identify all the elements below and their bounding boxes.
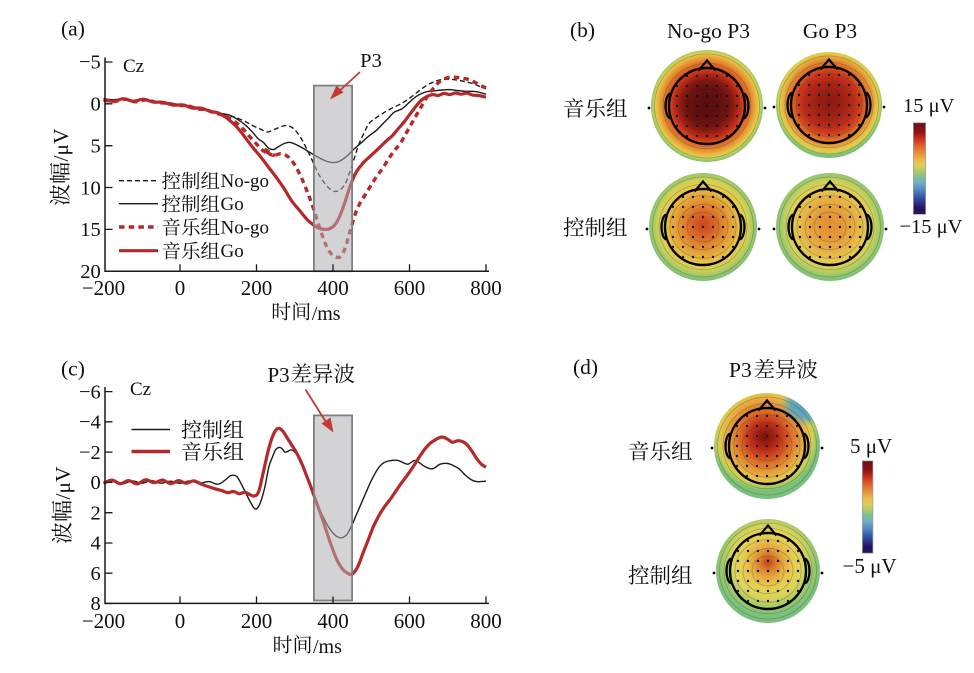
svg-text:8: 8	[91, 593, 101, 615]
svg-text:600: 600	[394, 609, 426, 633]
svg-text:600: 600	[394, 276, 426, 300]
svg-text:P3: P3	[268, 363, 290, 387]
svg-text:5 μV: 5 μV	[850, 434, 892, 458]
svg-text:0: 0	[175, 276, 186, 300]
svg-text:Go: Go	[221, 194, 244, 215]
svg-text:−5 μV: −5 μV	[843, 554, 897, 578]
svg-text:20: 20	[80, 261, 101, 283]
svg-text:−4: −4	[79, 412, 101, 434]
svg-text:15 μV: 15 μV	[903, 95, 955, 117]
svg-text:Go: Go	[221, 241, 244, 262]
svg-text:0: 0	[91, 472, 101, 494]
svg-text:No-go: No-go	[221, 171, 270, 192]
svg-text:Go P3: Go P3	[803, 19, 857, 43]
svg-text:(d): (d)	[573, 355, 598, 379]
svg-text:Cz: Cz	[123, 56, 144, 77]
svg-text:6: 6	[91, 563, 101, 585]
svg-text:10: 10	[80, 177, 101, 199]
svg-text:−200: −200	[82, 609, 125, 633]
svg-text:−200: −200	[82, 276, 125, 300]
svg-text:−6: −6	[79, 381, 101, 403]
svg-text:(b): (b)	[570, 18, 595, 42]
svg-text:200: 200	[241, 609, 273, 633]
svg-text:800: 800	[470, 609, 502, 633]
svg-text:(c): (c)	[61, 357, 85, 381]
svg-text:No-go: No-go	[221, 218, 270, 239]
svg-text:No-go P3: No-go P3	[667, 19, 750, 43]
svg-text:−5: −5	[79, 52, 101, 74]
svg-text:800: 800	[470, 276, 502, 300]
svg-text:/μV: /μV	[49, 128, 73, 162]
svg-text:−2: −2	[79, 442, 101, 464]
svg-text:0: 0	[175, 609, 186, 633]
svg-text:P3: P3	[360, 50, 382, 72]
svg-text:/ms: /ms	[313, 636, 342, 658]
svg-text:2: 2	[91, 502, 101, 524]
svg-text:400: 400	[317, 276, 349, 300]
svg-text:P3: P3	[729, 358, 752, 382]
svg-text:/ms: /ms	[312, 303, 341, 325]
svg-text:−15 μV: −15 μV	[900, 216, 963, 238]
svg-text:0: 0	[91, 94, 101, 116]
svg-text:Cz: Cz	[130, 379, 151, 400]
svg-text:200: 200	[241, 276, 273, 300]
svg-text:4: 4	[91, 533, 101, 555]
svg-text:400: 400	[317, 609, 349, 633]
svg-text:15: 15	[80, 219, 101, 241]
svg-text:(a): (a)	[61, 17, 85, 41]
svg-text:5: 5	[91, 135, 101, 157]
svg-text:/μV: /μV	[51, 466, 75, 500]
